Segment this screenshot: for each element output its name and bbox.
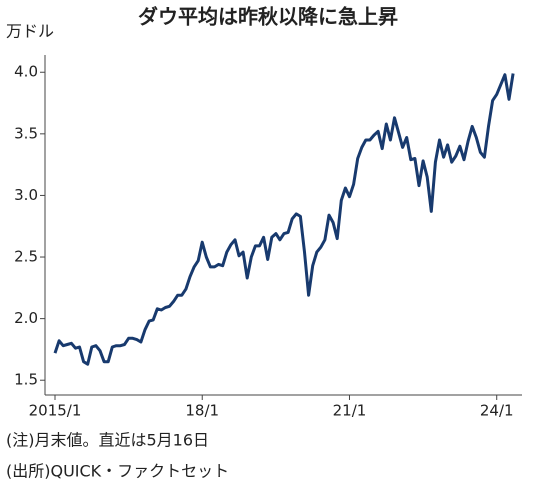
y-tick-label: 2.5 <box>14 248 38 266</box>
line <box>53 73 515 366</box>
note: (注)月末値。直近は5月16日 <box>6 431 209 450</box>
y-axis-label: 万ドル <box>6 22 54 41</box>
y-tick-label: 4.0 <box>14 63 38 81</box>
y-tick-label: 3.0 <box>14 186 38 204</box>
x-tick-label: 2015/1 <box>29 402 82 420</box>
y-tick-label: 2.0 <box>14 309 38 327</box>
chart-title: ダウ平均は昨秋以降に急上昇 <box>138 5 398 29</box>
x-tick-label: 24/1 <box>480 402 514 420</box>
y-tick-label: 3.5 <box>14 124 38 142</box>
source: (出所)QUICK・ファクトセット <box>6 462 229 481</box>
y-tick-label: 1.5 <box>14 371 38 389</box>
x-tick-label: 18/1 <box>185 402 219 420</box>
x-tick-label: 21/1 <box>333 402 367 420</box>
